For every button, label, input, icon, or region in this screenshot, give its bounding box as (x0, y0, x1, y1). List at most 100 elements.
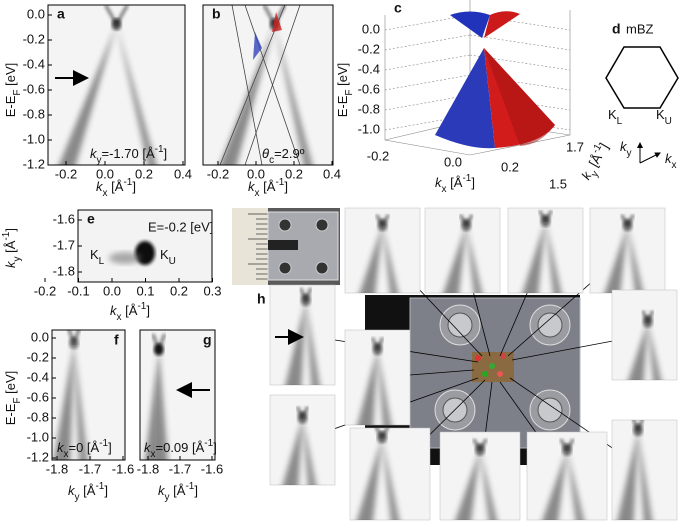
image-content (604, 214, 644, 293)
band-spot (372, 343, 383, 355)
y-tick-label: -0.2 (23, 31, 45, 46)
band (357, 437, 382, 520)
text-part: -1 (204, 438, 213, 449)
band (647, 321, 662, 380)
band (542, 449, 567, 520)
text-part: -1 (137, 301, 146, 312)
image-content (542, 438, 585, 520)
arpes-image (269, 284, 336, 386)
annotation: θc=2.9º (262, 146, 305, 166)
text-part: ] (284, 179, 288, 194)
band (144, 349, 162, 460)
title: mBZ (626, 21, 654, 36)
axis-label: kx (665, 151, 677, 171)
hole (278, 261, 292, 275)
y-tick-label: 0.0 (27, 6, 45, 21)
annotation: E=-0.2 [eV] (148, 219, 213, 234)
image-content (628, 310, 662, 380)
box-grid (384, 54, 471, 71)
blue-cone (435, 48, 495, 149)
text-part: ] (194, 483, 198, 498)
arpes-image (269, 394, 336, 486)
y-tick-label: 0.0 (31, 329, 49, 344)
panel-label: f (114, 332, 119, 348)
band (455, 449, 480, 520)
text-part: y (75, 492, 80, 503)
image-content (455, 438, 498, 520)
x-axis-label: kx [Å-1] (248, 177, 288, 199)
panel-label: a (57, 6, 65, 22)
text-part: ] (132, 179, 136, 194)
text-part: =0.09 [Å (156, 440, 205, 455)
image-content (282, 406, 317, 485)
x-axis-label: ky [Å-1] (68, 481, 108, 503)
x-tick-label: 0.2 (285, 166, 303, 181)
axis-arrow (639, 152, 661, 164)
band (627, 225, 644, 293)
point-label: KL (90, 247, 105, 267)
y-axis-label: E-EF [eV] (3, 63, 23, 118)
text-part: -1 (1, 231, 12, 240)
y-tick-label: -1.0 (27, 429, 49, 444)
text-part: ] (164, 146, 168, 161)
y-tick-label: -0.8 (27, 409, 49, 424)
band (274, 24, 313, 165)
text-part: L (617, 116, 623, 127)
band (73, 343, 89, 460)
screw (537, 397, 563, 423)
y-axis-label: ky [Å-1] (577, 139, 616, 185)
band (377, 349, 392, 425)
x-tick-label: -0.2 (207, 166, 229, 181)
text-part: y (627, 148, 632, 159)
screw (537, 312, 563, 338)
band (522, 220, 546, 293)
z-tick-label: -1.0 (358, 121, 380, 136)
x-tick-label: -0.1 (67, 283, 89, 298)
blue-cone (253, 32, 262, 60)
text-part: k (57, 440, 65, 455)
text-part: U (665, 116, 672, 127)
text-part: U (169, 256, 176, 267)
z-tick-label: -0.4 (358, 61, 380, 76)
text-part: ] (3, 228, 18, 232)
guide-line (219, 4, 286, 166)
x-tick-label: -1.6 (201, 461, 223, 476)
text-part: x (103, 188, 108, 199)
y-tick-label: -0.8 (23, 106, 45, 121)
x-tick-label: -1.8 (137, 461, 159, 476)
band (480, 449, 498, 520)
image-content (443, 214, 483, 293)
arpes-image (424, 207, 501, 294)
text-part: [Å (170, 483, 186, 498)
point-label: KL (608, 107, 623, 127)
band-spot (461, 219, 472, 231)
text-part: k (435, 175, 443, 190)
band (617, 430, 638, 520)
text-part: k (620, 139, 628, 154)
arpes-image (344, 207, 421, 294)
arpes-image (507, 207, 584, 294)
box-grid (469, 34, 571, 51)
text-part: K (160, 247, 169, 262)
hole (315, 218, 329, 232)
band-spot (297, 411, 308, 424)
band-spot (562, 443, 572, 456)
text-part: =2.9º (274, 146, 305, 161)
text-part: ] (108, 440, 112, 455)
x-tick-label: -0.2 (34, 283, 56, 298)
text-part: k (248, 179, 256, 194)
annotation: ky=-1.70 [Å-1] (90, 144, 167, 166)
arpes-image (526, 431, 608, 521)
z-tick-label: 0.0 (362, 21, 380, 36)
band-spot (622, 219, 633, 231)
text-part: k (90, 146, 98, 161)
panel-label: e (87, 211, 95, 227)
arpes-image (344, 329, 411, 426)
frame (47, 4, 186, 166)
band-spot (111, 18, 122, 31)
text-part: k (68, 483, 76, 498)
axis-label: ky (620, 139, 632, 159)
panel-label: h (257, 291, 266, 307)
band-spot (377, 431, 387, 444)
text-part: -1 (99, 438, 108, 449)
